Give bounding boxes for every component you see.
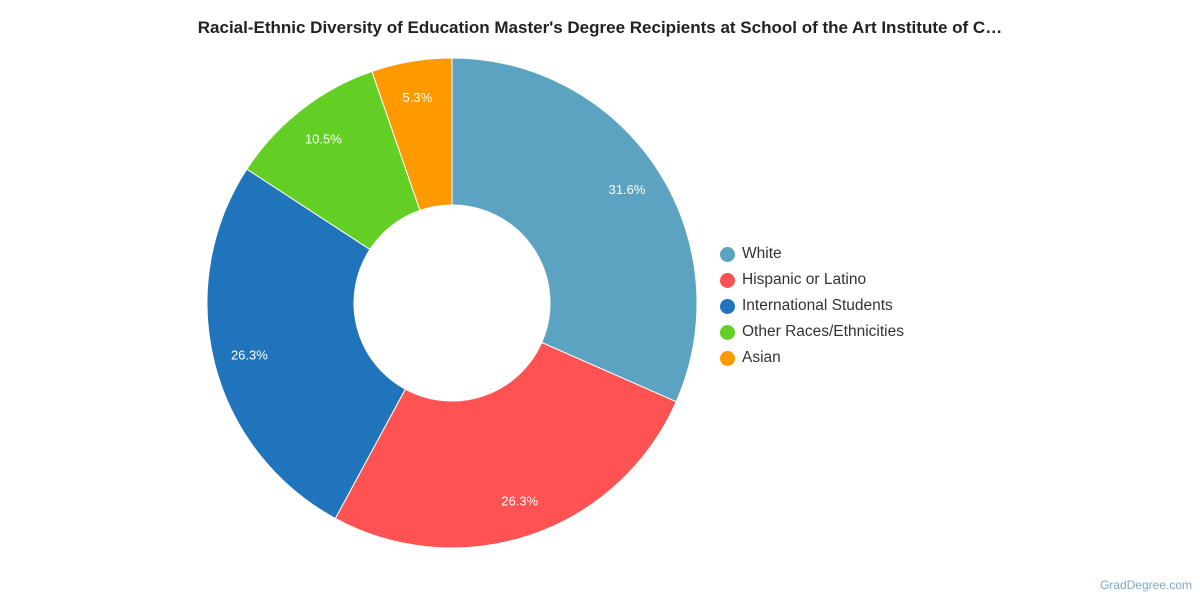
legend-label: Asian [742, 349, 781, 366]
legend-dot-icon [720, 324, 735, 340]
data-label: 31.6% [609, 182, 646, 197]
slice-other-races-ethnicities [246, 70, 421, 251]
legend-item[interactable]: White [720, 241, 904, 267]
legend-dot-icon [720, 350, 735, 366]
legend-label: White [742, 245, 782, 262]
legend-item[interactable]: Other Races/Ethnicities [720, 319, 904, 345]
data-label: 26.3% [231, 347, 268, 362]
legend-item[interactable]: Asian [720, 345, 904, 371]
legend-item[interactable]: International Students [720, 293, 904, 319]
legend-dot-icon [720, 298, 735, 314]
slice-hispanic-or-latino [334, 341, 677, 549]
slice-white [451, 57, 698, 403]
legend-dot-icon [720, 272, 735, 288]
legend: White Hispanic or Latino International Stu… [720, 241, 904, 371]
data-label: 5.3% [403, 90, 433, 105]
data-label: 10.5% [305, 131, 342, 146]
legend-label: International Students [742, 297, 893, 314]
data-label: 26.3% [501, 494, 538, 509]
credit-link[interactable]: GradDegree.com [1099, 578, 1192, 592]
legend-label: Other Races/Ethnicities [742, 323, 904, 340]
slice-international-students [206, 168, 407, 520]
slice-asian [371, 57, 453, 212]
legend-dot-icon [720, 246, 735, 262]
chart-title: Racial-Ethnic Diversity of Education Mas… [197, 18, 1003, 37]
legend-item[interactable]: Hispanic or Latino [720, 267, 904, 293]
legend-label: Hispanic or Latino [742, 271, 867, 288]
